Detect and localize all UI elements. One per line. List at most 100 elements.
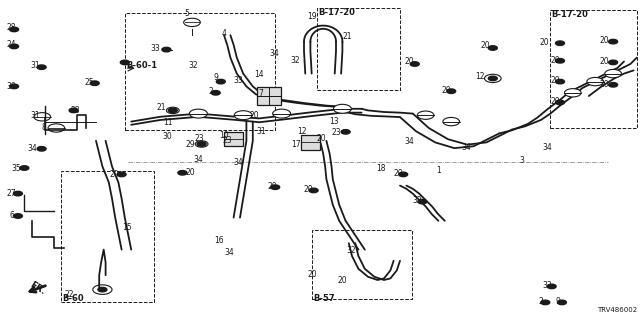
Text: 20: 20 [600, 80, 610, 89]
Circle shape [120, 60, 129, 65]
Text: 34: 34 [27, 144, 37, 153]
Text: 18: 18 [377, 164, 386, 173]
Circle shape [216, 79, 225, 84]
Text: 23: 23 [195, 134, 205, 143]
Circle shape [556, 100, 564, 105]
Circle shape [90, 81, 99, 85]
Text: TRV486002: TRV486002 [596, 307, 637, 313]
Text: 1: 1 [436, 166, 441, 175]
Text: 16: 16 [214, 236, 224, 245]
Circle shape [37, 65, 46, 69]
Text: 11: 11 [163, 118, 172, 127]
Text: 33: 33 [542, 281, 552, 290]
Circle shape [564, 89, 581, 97]
Text: 34: 34 [224, 248, 234, 257]
Text: B-60: B-60 [62, 294, 84, 303]
Text: 35: 35 [11, 164, 21, 172]
Circle shape [162, 47, 171, 52]
Text: 12: 12 [476, 72, 484, 81]
Circle shape [10, 84, 19, 89]
Circle shape [418, 199, 427, 204]
Text: B-17-20: B-17-20 [319, 8, 356, 17]
Circle shape [168, 108, 177, 113]
Circle shape [197, 142, 206, 146]
Circle shape [556, 59, 564, 63]
Text: FR.: FR. [28, 280, 47, 297]
Text: 24: 24 [6, 40, 16, 49]
Text: 34: 34 [542, 143, 552, 152]
Text: 20: 20 [250, 111, 260, 120]
Circle shape [410, 62, 419, 66]
Circle shape [541, 300, 550, 305]
Text: 3: 3 [519, 156, 524, 165]
Text: 30: 30 [163, 132, 173, 140]
Text: 31: 31 [30, 111, 40, 120]
Circle shape [309, 188, 318, 193]
Text: 31: 31 [30, 61, 40, 70]
Text: 20: 20 [600, 57, 610, 66]
Circle shape [13, 214, 22, 218]
Text: 20: 20 [109, 170, 119, 179]
Text: 33: 33 [150, 44, 160, 53]
Text: 34: 34 [233, 158, 243, 167]
Bar [257, 87, 281, 105]
Text: 4: 4 [221, 29, 227, 38]
Text: 20: 20 [600, 36, 610, 45]
Text: 9: 9 [214, 73, 219, 82]
Text: 23: 23 [222, 136, 232, 145]
Circle shape [488, 76, 497, 81]
Text: 27: 27 [6, 189, 17, 198]
Text: B-57: B-57 [314, 294, 335, 303]
Circle shape [10, 44, 19, 49]
Circle shape [443, 117, 460, 126]
Bar [301, 135, 320, 149]
Text: 21: 21 [157, 103, 166, 112]
Text: 22: 22 [65, 290, 74, 299]
Circle shape [234, 111, 252, 120]
Text: 21: 21 [342, 32, 351, 41]
Circle shape [189, 109, 207, 118]
Text: 32: 32 [291, 56, 301, 65]
Circle shape [37, 147, 46, 151]
Circle shape [178, 171, 187, 175]
Text: 2: 2 [538, 297, 543, 306]
Text: 6: 6 [9, 211, 14, 220]
Bar [312, 230, 412, 299]
Text: 20: 20 [404, 57, 415, 66]
Bar [550, 10, 637, 128]
Text: B-17-20: B-17-20 [552, 10, 589, 19]
Bar [224, 132, 243, 147]
Text: 12: 12 [298, 127, 307, 136]
Circle shape [211, 91, 220, 95]
Text: 29: 29 [186, 140, 196, 149]
Circle shape [20, 166, 29, 170]
Text: 20: 20 [337, 276, 348, 285]
Circle shape [341, 130, 350, 134]
Text: 32: 32 [412, 196, 422, 205]
Circle shape [184, 18, 200, 27]
Text: 31: 31 [256, 127, 266, 136]
Circle shape [547, 284, 556, 289]
Circle shape [609, 60, 618, 65]
Text: 32: 32 [346, 246, 356, 255]
Text: 14: 14 [254, 70, 264, 79]
Circle shape [13, 191, 22, 196]
Text: 10: 10 [219, 131, 229, 140]
Text: 20: 20 [303, 185, 314, 194]
Circle shape [417, 111, 434, 119]
Text: 25: 25 [84, 78, 95, 87]
Text: 28: 28 [71, 106, 80, 115]
Text: 20: 20 [442, 86, 452, 95]
Text: 34: 34 [193, 155, 204, 164]
Circle shape [556, 79, 564, 84]
Circle shape [117, 172, 126, 177]
Circle shape [488, 46, 497, 50]
Circle shape [98, 287, 107, 292]
Circle shape [587, 77, 604, 86]
Text: 9: 9 [556, 297, 561, 306]
Text: 20: 20 [550, 97, 561, 106]
Text: 30: 30 [6, 82, 16, 91]
Circle shape [605, 69, 621, 78]
Text: 20: 20 [316, 134, 326, 143]
Text: 34: 34 [461, 143, 471, 152]
